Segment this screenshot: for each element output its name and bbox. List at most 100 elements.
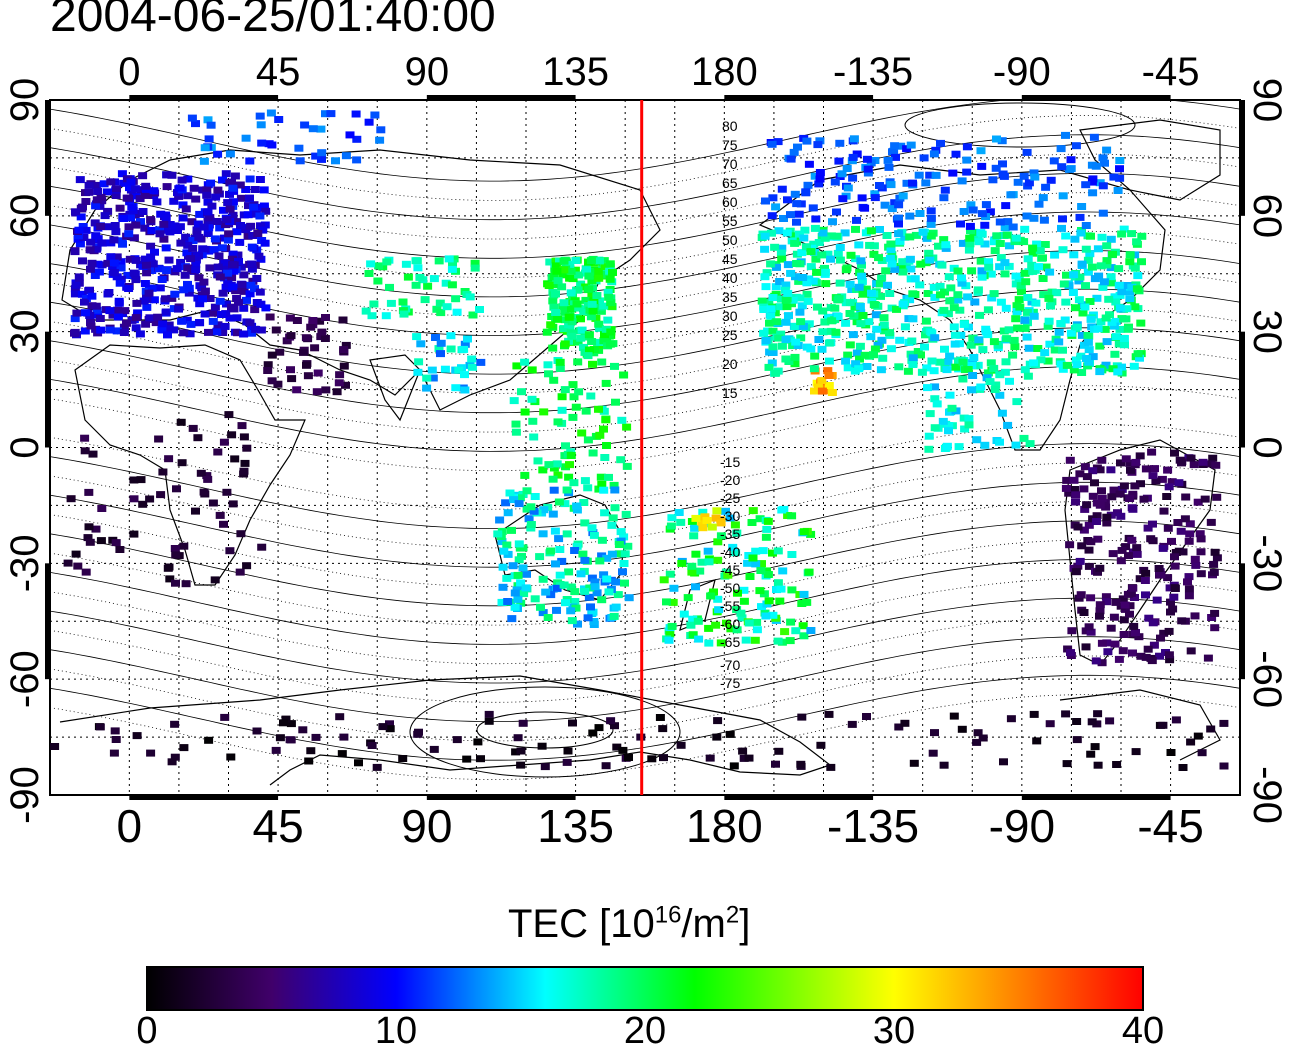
tec-cell bbox=[966, 201, 976, 209]
tec-cell bbox=[242, 562, 252, 570]
tec-cell bbox=[133, 309, 143, 317]
tec-cell bbox=[1028, 249, 1038, 257]
tec-cell bbox=[736, 609, 746, 617]
tec-cell bbox=[855, 269, 865, 277]
tec-cell bbox=[1024, 179, 1034, 187]
tec-cell bbox=[1116, 557, 1126, 565]
tec-cell bbox=[705, 754, 715, 762]
tec-cell bbox=[85, 246, 95, 254]
tec-cell bbox=[1001, 304, 1011, 312]
tec-cell bbox=[476, 358, 486, 366]
tec-cell bbox=[441, 279, 451, 287]
tec-cell bbox=[1061, 232, 1071, 240]
tec-cell bbox=[929, 367, 939, 375]
tec-cell bbox=[967, 267, 977, 275]
tec-cell bbox=[781, 336, 791, 343]
tec-cell bbox=[568, 719, 577, 727]
tec-cell bbox=[1101, 361, 1111, 369]
tec-cell bbox=[84, 488, 94, 496]
tec-cell bbox=[1211, 461, 1221, 469]
tec-cell bbox=[213, 186, 223, 194]
tec-cell bbox=[1019, 238, 1029, 246]
tec-cell bbox=[611, 398, 620, 406]
tec-cell bbox=[1082, 501, 1092, 509]
tec-cell bbox=[579, 308, 589, 315]
tec-cell bbox=[549, 273, 559, 280]
contour-label: -75 bbox=[720, 675, 740, 691]
lon-tick-label-bottom: 90 bbox=[401, 800, 452, 852]
tec-cell bbox=[886, 181, 896, 189]
contour-line bbox=[50, 636, 1240, 722]
tec-cell bbox=[1125, 288, 1135, 295]
tec-cell bbox=[1000, 259, 1010, 267]
tec-cell bbox=[1103, 648, 1113, 656]
tec-cell bbox=[624, 754, 633, 761]
tec-cell bbox=[869, 242, 879, 250]
tec-cell bbox=[1143, 524, 1153, 532]
tec-cell bbox=[802, 290, 812, 298]
tec-cell bbox=[845, 280, 855, 288]
frame-bar-bottom bbox=[724, 795, 874, 800]
tec-cell bbox=[597, 552, 607, 560]
tec-cell bbox=[354, 759, 363, 767]
tec-cell bbox=[1000, 270, 1010, 278]
tec-cell bbox=[988, 176, 998, 184]
tec-cell bbox=[230, 172, 240, 180]
tec-cell bbox=[1081, 181, 1091, 189]
tec-cell bbox=[183, 192, 193, 200]
tec-cell bbox=[386, 299, 396, 307]
tec-cell bbox=[976, 383, 986, 391]
tec-cell bbox=[1111, 298, 1121, 306]
tec-cell bbox=[1120, 341, 1129, 349]
tec-cell bbox=[885, 290, 895, 297]
tec-cell bbox=[924, 432, 934, 440]
tec-cell bbox=[1166, 608, 1175, 616]
tec-cell bbox=[236, 222, 245, 229]
tec-cell bbox=[447, 281, 457, 289]
tec-cell bbox=[178, 201, 188, 209]
tec-cell bbox=[1079, 526, 1089, 534]
tec-cell bbox=[213, 150, 223, 158]
tec-cell bbox=[1119, 482, 1129, 490]
tec-cell bbox=[905, 296, 915, 304]
tec-cell bbox=[834, 295, 844, 303]
tec-cell bbox=[193, 220, 203, 228]
tec-cell bbox=[676, 518, 686, 526]
tec-cell bbox=[158, 320, 168, 328]
tec-cell bbox=[600, 331, 609, 339]
tec-cell bbox=[898, 192, 908, 200]
tec-cell bbox=[341, 341, 351, 349]
tec-cell bbox=[683, 594, 693, 602]
tec-cell bbox=[1163, 466, 1173, 474]
tec-cell bbox=[1022, 148, 1032, 156]
tec-cell bbox=[866, 159, 876, 167]
tec-cell bbox=[877, 336, 887, 344]
tec-cell bbox=[579, 499, 589, 506]
tec-cell bbox=[953, 267, 963, 275]
contour-label: -15 bbox=[720, 454, 740, 470]
contour-label: 20 bbox=[722, 356, 738, 372]
tec-cell bbox=[948, 169, 958, 177]
tec-cell bbox=[571, 257, 581, 264]
tec-cell bbox=[923, 384, 932, 392]
tec-cell bbox=[1135, 354, 1144, 362]
tec-cell bbox=[997, 409, 1007, 417]
tec-cell bbox=[905, 233, 915, 241]
tec-cell bbox=[74, 226, 84, 234]
tec-cell bbox=[241, 226, 251, 234]
tec-cell bbox=[929, 283, 939, 291]
tec-cell bbox=[512, 362, 522, 370]
tec-cell bbox=[250, 186, 260, 193]
tec-cell bbox=[587, 574, 597, 582]
tec-cell bbox=[782, 229, 792, 237]
tec-cell bbox=[73, 562, 83, 570]
frame-bars bbox=[45, 95, 1245, 800]
tec-cell bbox=[725, 730, 735, 738]
contour-label: 45 bbox=[722, 251, 738, 267]
tec-cell bbox=[526, 503, 536, 511]
tec-cell bbox=[118, 240, 127, 248]
tec-cell bbox=[978, 734, 988, 742]
tec-cell bbox=[801, 243, 811, 251]
tec-cell bbox=[96, 223, 106, 230]
tec-cell bbox=[936, 139, 945, 147]
